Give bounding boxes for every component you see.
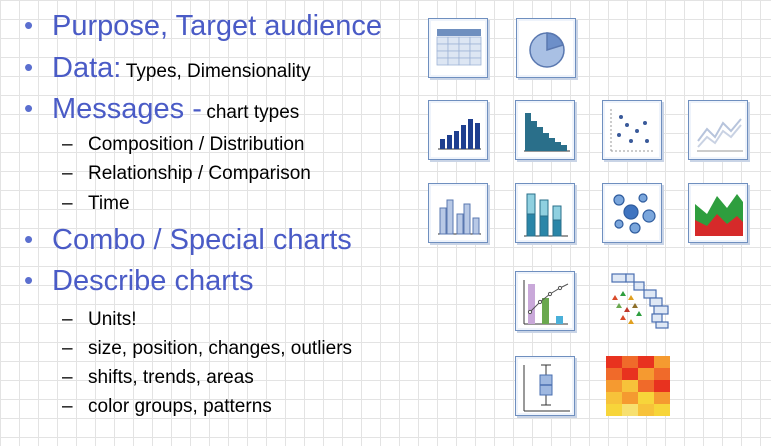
bullet-main: Purpose, Target audience	[52, 10, 382, 42]
bullet-dot: •	[24, 52, 34, 82]
stacked-column-icon	[515, 183, 575, 243]
area-chart-icon	[688, 183, 748, 243]
bullet-dot: •	[24, 224, 34, 254]
sub-item-label: Time	[88, 193, 130, 214]
sub-item-label: size, position, changes, outliers	[88, 338, 353, 359]
combo-chart-icon	[515, 271, 575, 331]
sub-item-units: – Units!	[62, 309, 137, 331]
bullet-detail: chart types	[206, 102, 300, 123]
bullet-dot: •	[24, 10, 34, 40]
histogram-icon	[515, 100, 575, 160]
scatter-plot-icon	[602, 100, 662, 160]
clustered-column-icon	[428, 183, 488, 243]
bullet-main: Combo / Special charts	[52, 224, 352, 256]
sub-item-label: Units!	[88, 309, 137, 330]
sub-item-label: Relationship / Comparison	[88, 163, 311, 184]
box-plot-icon	[515, 356, 575, 416]
bullet-dot: •	[24, 93, 34, 123]
heatmap-icon	[606, 356, 670, 416]
sub-item-label: Composition / Distribution	[88, 134, 305, 155]
sub-item-label: color groups, patterns	[88, 396, 272, 417]
sub-item-size: – size, position, changes, outliers	[62, 338, 352, 360]
pie-chart-icon	[516, 18, 576, 78]
bubble-chart-icon	[602, 183, 662, 243]
bullet-main: Describe charts	[52, 265, 254, 297]
bullet-dot: •	[24, 265, 34, 295]
dash: –	[62, 338, 73, 359]
sub-item-time: – Time	[62, 193, 130, 215]
sub-item-shifts: – shifts, trends, areas	[62, 367, 254, 389]
sub-item-relationship: – Relationship / Comparison	[62, 163, 311, 185]
pyramid-chart-icon	[604, 270, 674, 332]
dash: –	[62, 367, 73, 388]
column-chart-icon	[428, 100, 488, 160]
sub-item-color: – color groups, patterns	[62, 396, 272, 418]
sub-item-label: shifts, trends, areas	[88, 367, 254, 388]
bullet-main: Messages -	[52, 93, 202, 125]
dash: –	[62, 193, 73, 214]
line-chart-icon	[688, 100, 748, 160]
dash: –	[62, 163, 73, 184]
dash: –	[62, 134, 73, 155]
bullet-detail: Types, Dimensionality	[125, 61, 311, 82]
table-icon	[428, 18, 488, 78]
sub-item-composition: – Composition / Distribution	[62, 134, 304, 156]
bullet-main: Data:	[52, 52, 122, 84]
dash: –	[62, 309, 73, 330]
dash: –	[62, 396, 73, 417]
